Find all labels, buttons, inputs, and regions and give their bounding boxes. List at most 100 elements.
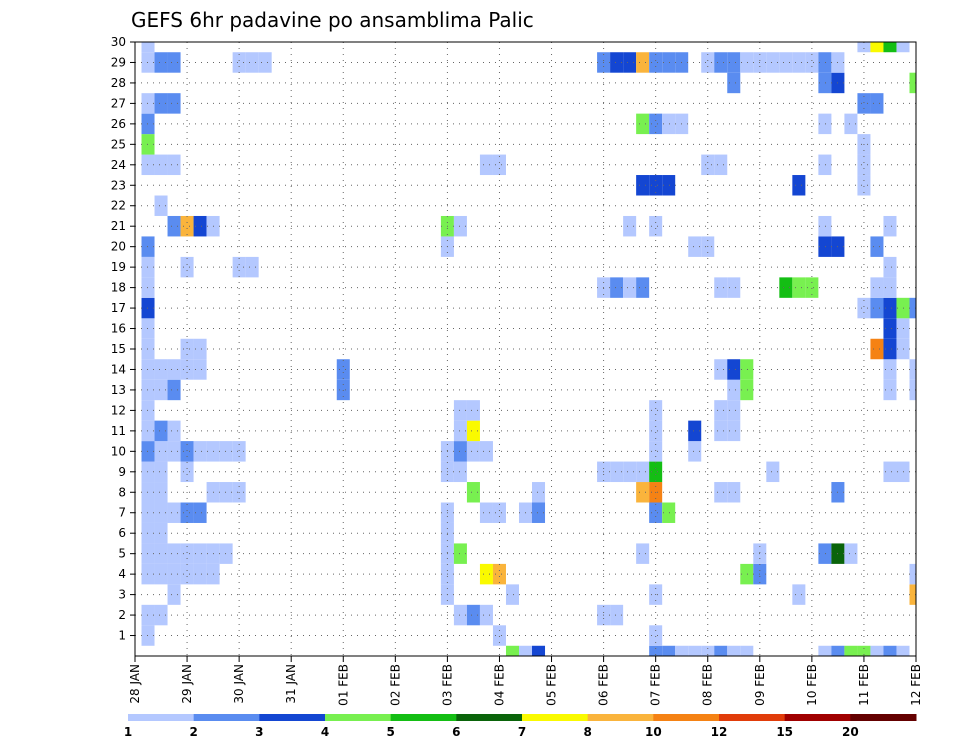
legend-swatch — [522, 714, 589, 721]
heatmap-cell — [154, 441, 168, 462]
heatmap-cell — [245, 256, 259, 278]
heatmap-cell — [649, 175, 663, 196]
heatmap-cell — [193, 563, 207, 585]
heatmap-cell — [167, 215, 181, 237]
heatmap-cell — [714, 482, 728, 503]
heatmap-cell — [180, 359, 194, 380]
y-tick-label: 16 — [111, 322, 126, 336]
heatmap-cell — [167, 502, 181, 523]
heatmap-cell — [180, 215, 194, 237]
heatmap-cell — [896, 461, 910, 483]
heatmap-cell — [909, 379, 916, 401]
heatmap-cell — [154, 52, 168, 73]
x-tick-label: 11 FEB — [857, 664, 871, 706]
heatmap-cell — [818, 72, 832, 94]
heatmap-cell — [857, 93, 871, 114]
heatmap-cell — [479, 502, 493, 523]
y-tick-label: 17 — [111, 301, 126, 315]
heatmap-cell — [857, 645, 871, 656]
heatmap-cell — [818, 154, 832, 176]
legend-label: 8 — [583, 725, 591, 739]
y-tick-label: 7 — [118, 506, 126, 520]
heatmap-cell — [141, 543, 155, 564]
heatmap-cell — [154, 482, 168, 503]
heatmap-cell — [453, 604, 467, 626]
x-tick-label: 06 FEB — [597, 664, 611, 706]
heatmap-cell — [245, 52, 259, 73]
heatmap-cell — [662, 502, 676, 523]
legend-swatch — [193, 714, 260, 721]
heatmap-cell — [154, 604, 168, 626]
heatmap-cell — [844, 543, 858, 564]
heatmap-cell — [870, 297, 884, 319]
heatmap-cell — [649, 625, 663, 646]
heatmap-cell — [141, 318, 155, 339]
y-tick-label: 14 — [111, 362, 126, 376]
heatmap-cell — [792, 277, 806, 298]
heatmap-cell — [636, 113, 650, 135]
heatmap-cell — [883, 338, 897, 360]
heatmap-cell — [909, 584, 916, 605]
heatmap-cell — [141, 297, 155, 319]
x-tick-label: 08 FEB — [701, 664, 715, 706]
heatmap-cell — [714, 52, 728, 73]
heatmap-cell — [727, 72, 741, 94]
legend-swatch — [456, 714, 523, 721]
heatmap-cell — [818, 215, 832, 237]
heatmap-cell — [844, 645, 858, 656]
heatmap-cell — [453, 461, 467, 483]
y-tick-label: 8 — [118, 485, 126, 499]
heatmap-cell — [141, 461, 155, 483]
heatmap-cell — [883, 645, 897, 656]
heatmap-cell — [727, 379, 741, 401]
heatmap-cell — [141, 441, 155, 462]
heatmap-cell — [141, 563, 155, 585]
legend-swatch — [390, 714, 457, 721]
heatmap-cell — [740, 359, 754, 380]
heatmap-cell — [180, 338, 194, 360]
heatmap-cell — [662, 52, 676, 73]
x-tick-label: 09 FEB — [753, 664, 767, 706]
heatmap-cell — [740, 52, 754, 73]
legend-label: 12 — [711, 725, 728, 739]
heatmap-cell — [453, 400, 467, 421]
y-tick-label: 19 — [111, 260, 126, 274]
heatmap-cell — [167, 441, 181, 462]
heatmap-cell — [701, 645, 715, 656]
heatmap-cells — [141, 42, 916, 656]
y-tick-label: 4 — [118, 567, 126, 581]
heatmap-cell — [167, 52, 181, 73]
heatmap-cell — [883, 318, 897, 339]
heatmap-cell — [688, 441, 702, 462]
heatmap-cell — [870, 236, 884, 257]
heatmap-cell — [831, 645, 845, 656]
heatmap-cell — [649, 52, 663, 73]
color-legend: 1 2 3 4 5 6 7 8 10 12 15 20 — [124, 714, 917, 739]
legend-label: 15 — [776, 725, 793, 739]
y-tick-label: 18 — [111, 281, 126, 295]
heatmap-cell — [818, 113, 832, 135]
heatmap-cell — [883, 215, 897, 237]
heatmap-cell — [714, 645, 728, 656]
heatmap-cell — [141, 400, 155, 421]
heatmap-cell — [857, 175, 871, 196]
heatmap-cell — [154, 359, 168, 380]
heatmap-cell — [870, 338, 884, 360]
heatmap-cell — [727, 359, 741, 380]
heatmap-cell — [727, 645, 741, 656]
heatmap-cell — [610, 277, 624, 298]
legend-swatch — [259, 714, 326, 721]
heatmap-cell — [649, 400, 663, 421]
heatmap-cell — [453, 215, 467, 237]
x-tick-label: 12 FEB — [909, 664, 923, 706]
heatmap-cell — [727, 52, 741, 73]
heatmap-cell — [141, 482, 155, 503]
legend-label: 5 — [386, 725, 394, 739]
heatmap-cell — [141, 359, 155, 380]
y-axis-ticks: 1234567891011121314151617181920212223242… — [111, 35, 135, 643]
heatmap-cell — [154, 522, 168, 544]
heatmap-cell — [219, 543, 233, 564]
heatmap-cell — [896, 338, 910, 360]
heatmap-cell — [818, 52, 832, 73]
heatmap-cell — [623, 277, 637, 298]
